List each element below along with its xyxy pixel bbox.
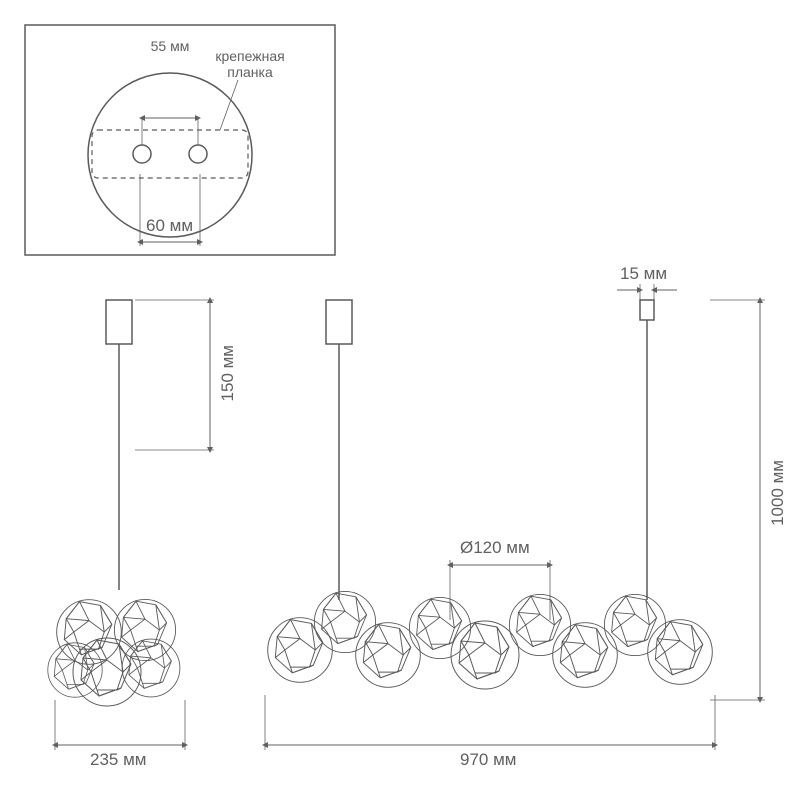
left-pendant — [48, 300, 214, 750]
dim-120-label: Ø120 мм — [460, 538, 530, 558]
dim-235-label: 235 мм — [90, 750, 146, 770]
dim-1000-label: 1000 мм — [768, 460, 788, 526]
bracket-label-text: крепежная планка — [215, 48, 284, 80]
dim-15-label: 15 мм — [620, 264, 667, 284]
dim-60-label: 60 мм — [146, 216, 193, 236]
bracket-label: крепежная планка — [205, 48, 295, 80]
right-pendant — [265, 284, 765, 750]
dim-55-label: 55 мм — [150, 38, 190, 54]
dim-970-label: 970 мм — [460, 750, 516, 770]
dim-150-label: 150 мм — [218, 345, 238, 401]
diagram-svg — [0, 0, 800, 800]
